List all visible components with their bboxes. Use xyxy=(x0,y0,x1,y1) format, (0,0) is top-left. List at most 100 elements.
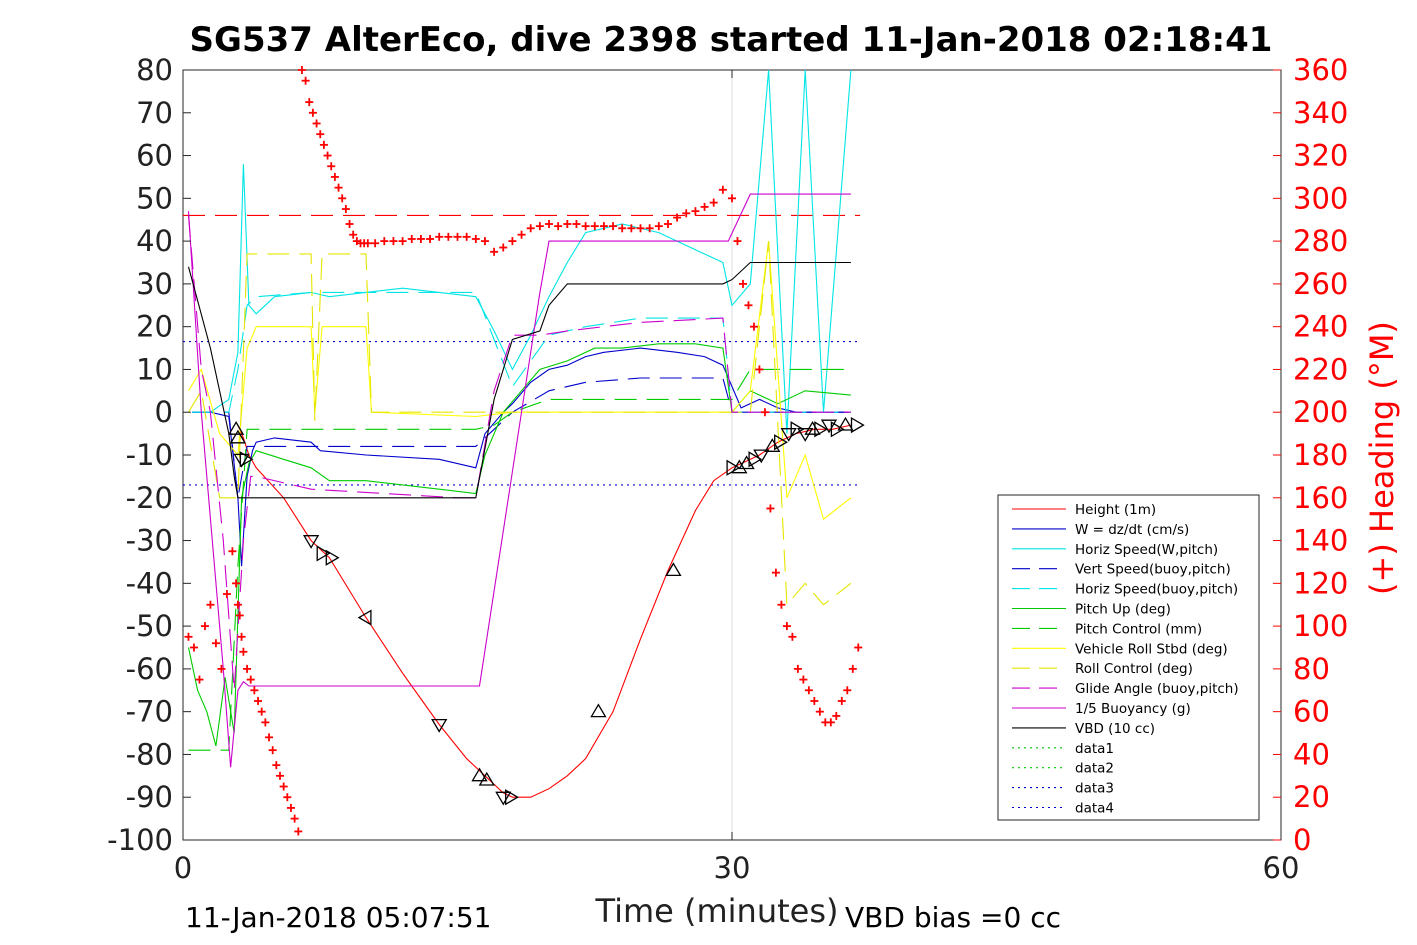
left-tick-label: 80 xyxy=(136,53,173,87)
heading-point xyxy=(581,222,590,231)
right-tick-label: 80 xyxy=(1293,652,1330,686)
heading-point xyxy=(799,675,808,684)
legend-label: Vert Speed(buoy,pitch) xyxy=(1075,562,1231,578)
heading-point xyxy=(854,643,863,652)
heading-point xyxy=(371,239,380,248)
right-tick-label: 340 xyxy=(1293,96,1348,130)
left-tick-label: 60 xyxy=(136,139,173,173)
sample-marker-right xyxy=(748,451,763,468)
heading-point xyxy=(211,639,220,648)
sample-marker-up xyxy=(229,429,247,444)
heading-point xyxy=(777,600,786,609)
heading-point xyxy=(826,718,835,727)
heading-point xyxy=(645,224,654,233)
heading-point xyxy=(265,733,274,742)
sample-marker-down xyxy=(431,718,448,733)
series-vbd xyxy=(187,261,851,499)
right-tick-label: 180 xyxy=(1293,438,1348,472)
legend-label: Vehicle Roll Stbd (deg) xyxy=(1075,641,1228,657)
left-tick-label: -50 xyxy=(126,609,173,643)
sample-marker-right xyxy=(850,416,865,434)
heading-point xyxy=(349,230,358,239)
legend-label: W = dz/dt (cm/s) xyxy=(1075,522,1189,538)
sample-marker-up xyxy=(665,562,682,577)
heading-point xyxy=(272,761,281,770)
heading-point xyxy=(233,600,242,609)
heading-point xyxy=(195,675,204,684)
legend-label: Horiz Speed(buoy,pitch) xyxy=(1075,582,1238,598)
right-tick-label: 0 xyxy=(1293,823,1311,857)
right-tick-label: 20 xyxy=(1293,780,1330,814)
legend-label: Glide Angle (buoy,pitch) xyxy=(1075,681,1239,697)
legend-label: 1/5 Buoyancy (g) xyxy=(1075,701,1191,717)
heading-point xyxy=(189,643,198,652)
sample-marker-right xyxy=(505,789,519,806)
left-tick-label: 30 xyxy=(136,267,173,301)
left-tick-label: -10 xyxy=(126,438,173,472)
heading-point xyxy=(398,237,407,246)
left-tick-label: -30 xyxy=(126,524,173,558)
heading-point xyxy=(345,220,354,228)
sample-marker-right xyxy=(814,421,829,438)
heading-point xyxy=(563,220,572,228)
sample-marker-up xyxy=(764,438,781,452)
left-tick-label: -60 xyxy=(126,652,173,686)
left-tick-label: 10 xyxy=(136,352,173,386)
heading-point xyxy=(749,322,758,331)
sample-marker-up xyxy=(478,771,495,786)
left-tick-label: -40 xyxy=(126,566,173,600)
heading-point xyxy=(206,600,215,609)
sample-marker-down xyxy=(302,535,320,549)
heading-point xyxy=(572,220,581,228)
heading-point xyxy=(673,213,682,222)
heading-point xyxy=(691,207,700,216)
heading-point xyxy=(804,686,813,695)
chart-title: SG537 AlterEco, dive 2398 started 11-Jan… xyxy=(190,20,1273,60)
heading-point xyxy=(232,579,241,588)
marker-layer xyxy=(227,416,865,806)
sample-marker-up xyxy=(804,421,821,435)
heading-point xyxy=(728,194,736,203)
sample-marker-right xyxy=(790,421,805,438)
heading-point xyxy=(462,232,471,241)
sample-marker-left xyxy=(357,609,372,626)
right-tick-label: 120 xyxy=(1293,566,1348,600)
heading-point xyxy=(305,98,314,107)
heading-point xyxy=(444,232,453,241)
left-tick-label: 40 xyxy=(136,224,173,258)
heading-point xyxy=(330,172,339,181)
heading-point xyxy=(554,222,563,231)
heading-point xyxy=(837,696,846,705)
heading-point xyxy=(788,632,797,641)
left-tick-label: -100 xyxy=(107,823,173,857)
heading-point xyxy=(700,202,709,211)
legend-label: Roll Control (deg) xyxy=(1075,661,1193,677)
footer-timestamp: 11-Jan-2018 05:07:51 xyxy=(185,901,491,934)
heading-point xyxy=(744,301,753,310)
series-pitch-control xyxy=(188,368,851,751)
legend-label: Pitch Up (deg) xyxy=(1075,602,1171,618)
heading-point xyxy=(663,220,672,228)
sample-marker-up xyxy=(738,455,755,470)
heading-point xyxy=(363,239,372,248)
heading-point xyxy=(228,547,237,556)
heading-point xyxy=(508,237,517,246)
heading-point xyxy=(782,622,791,631)
right-tick-label: 280 xyxy=(1293,224,1348,258)
legend-label: Pitch Control (mm) xyxy=(1075,621,1202,637)
heading-point xyxy=(297,66,306,74)
x-tick-label: 30 xyxy=(714,851,751,885)
right-tick-label: 100 xyxy=(1293,609,1348,643)
series-roll xyxy=(188,241,852,521)
heading-point xyxy=(718,185,727,194)
heading-point xyxy=(771,568,780,577)
heading-point xyxy=(545,220,553,228)
sample-marker-right xyxy=(830,421,845,438)
heading-point xyxy=(709,198,718,207)
heading-point xyxy=(471,234,480,243)
heading-point xyxy=(290,814,299,823)
heading-point xyxy=(294,827,303,836)
left-tick-label: -70 xyxy=(126,695,173,729)
sample-marker-down xyxy=(780,428,797,442)
sample-marker-down xyxy=(820,419,838,434)
